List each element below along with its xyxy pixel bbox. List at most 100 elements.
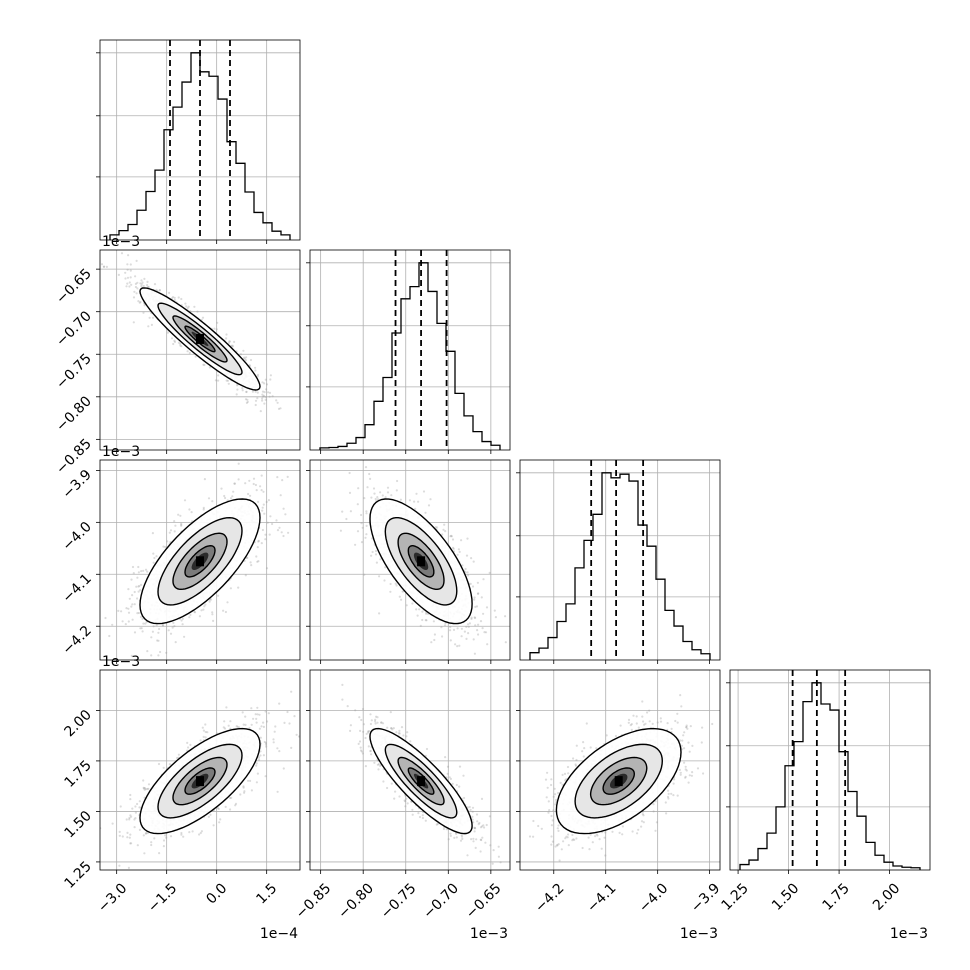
scatter-point [136, 576, 139, 579]
scatter-point [234, 804, 237, 807]
scatter-point [369, 477, 372, 480]
scatter-point [384, 566, 387, 569]
scatter-point [129, 842, 132, 845]
scatter-point [360, 541, 364, 544]
scatter-point [222, 609, 225, 612]
scatter-point [198, 615, 201, 618]
scatter-point [126, 263, 129, 266]
scatter-point [173, 296, 176, 299]
scatter-point [474, 616, 477, 620]
scatter-point [263, 402, 266, 405]
density-peak [417, 556, 426, 567]
panel-content [100, 40, 300, 240]
scatter-point [252, 482, 255, 486]
scatter-point [262, 503, 265, 506]
scatter-point [244, 482, 247, 485]
scatter-point [275, 399, 278, 402]
scatter-point [262, 395, 265, 398]
scatter-point [141, 630, 144, 633]
scatter-point [157, 639, 160, 642]
scatter-point [259, 410, 262, 413]
scatter-point [147, 783, 151, 786]
scatter-point [140, 627, 143, 630]
scatter-point [218, 821, 221, 824]
scatter-point [473, 598, 476, 601]
scatter-point [139, 282, 142, 285]
scatter-point [458, 644, 461, 647]
scatter-point [301, 513, 303, 515]
y-tick-label: −4.0 [59, 519, 94, 554]
scatter-point [161, 624, 165, 627]
scatter-panel-2-1 [306, 459, 511, 664]
scatter-point [254, 483, 257, 487]
scatter-point [157, 631, 160, 634]
scatter-point [162, 839, 166, 842]
scatter-point [417, 500, 420, 503]
scatter-point [245, 390, 248, 394]
scatter-point [364, 536, 367, 539]
scatter-point [456, 627, 459, 630]
scatter-point [136, 612, 139, 615]
scatter-point [139, 627, 142, 630]
scatter-point [129, 798, 132, 801]
scatter-point [137, 300, 140, 303]
panel-content [100, 250, 300, 450]
scatter-point [275, 519, 278, 522]
y-tick-label: −0.65 [53, 266, 95, 308]
scatter-point [254, 390, 257, 393]
scatter-point [173, 530, 176, 533]
scatter-point [249, 358, 253, 362]
panel-content [310, 460, 510, 660]
scatter-point [127, 866, 130, 870]
scatter-point [421, 618, 424, 622]
scatter-point [241, 711, 244, 714]
scatter-point [383, 579, 386, 582]
scatter-point [258, 727, 261, 730]
scatter-point [474, 624, 477, 627]
scatter-point [244, 715, 247, 718]
scatter-point [255, 555, 258, 558]
scatter-point [365, 533, 368, 536]
scatter-point [246, 398, 249, 401]
scatter-point [389, 590, 392, 593]
scatter-point [268, 391, 272, 394]
scatter-point [365, 512, 368, 515]
scatter-point [183, 499, 187, 502]
scatter-point [130, 283, 133, 286]
scatter-point [256, 373, 260, 376]
scatter-point [264, 378, 267, 381]
scatter-point [443, 624, 447, 627]
scatter-point [217, 379, 220, 382]
scatter-point [471, 585, 475, 588]
scatter-point [442, 528, 445, 531]
scatter-point [469, 582, 472, 586]
scatter-point [180, 345, 183, 348]
scatter-point [395, 584, 398, 587]
scatter-point [207, 497, 211, 500]
scatter-point [136, 597, 139, 600]
scatter-point [129, 793, 132, 797]
scatter-point [421, 610, 424, 613]
scatter-point [225, 379, 228, 382]
scatter-point [473, 652, 476, 655]
scatter-point [452, 547, 455, 550]
scatter-point [354, 543, 357, 546]
scatter-point [190, 510, 193, 514]
scatter-point [180, 524, 183, 527]
scatter-point [193, 611, 197, 614]
scatter-point [223, 494, 226, 498]
scatter-point [394, 582, 397, 585]
scatter-point [465, 637, 468, 641]
scatter-point [257, 540, 260, 543]
scatter-point [228, 340, 231, 343]
scatter-point [444, 530, 447, 533]
scatter-point [169, 529, 173, 532]
scatter-point [264, 396, 267, 399]
scatter-point [465, 625, 468, 629]
scatter-point [234, 802, 238, 806]
scatter-point [166, 540, 169, 543]
scatter-point [151, 532, 154, 535]
scatter-point [267, 499, 270, 502]
scatter-point [124, 623, 127, 626]
scatter-point [465, 554, 469, 557]
